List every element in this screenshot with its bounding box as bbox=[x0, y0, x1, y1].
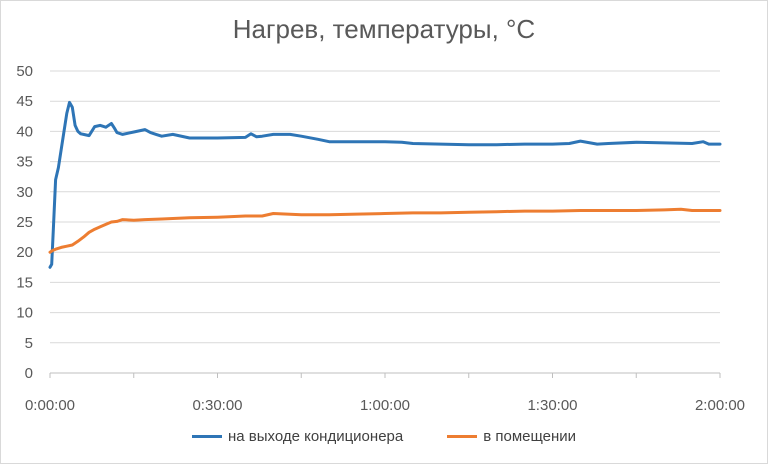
chart-legend: на выходе кондиционера в помещении bbox=[0, 428, 768, 445]
legend-swatch-series-2 bbox=[447, 435, 478, 438]
x-tick-label: 1:00:00 bbox=[360, 397, 410, 414]
y-tick-label: 20 bbox=[16, 244, 33, 261]
legend-item-series-2: в помещении bbox=[447, 428, 576, 445]
x-tick-label: 2:00:00 bbox=[695, 397, 745, 414]
y-tick-label: 15 bbox=[16, 274, 33, 291]
y-tick-label: 5 bbox=[25, 335, 33, 352]
legend-item-series-1: на выходе кондиционера bbox=[191, 428, 404, 445]
y-tick-label: 0 bbox=[25, 365, 33, 382]
y-tick-label: 50 bbox=[16, 63, 33, 80]
legend-label-series-2: в помещении bbox=[483, 428, 577, 445]
y-tick-label: 35 bbox=[16, 154, 33, 171]
y-tick-label: 40 bbox=[16, 123, 33, 140]
x-tick-label: 1:30:00 bbox=[527, 397, 577, 414]
chart-title: Нагрев, температуры, °С bbox=[232, 14, 536, 44]
y-tick-label: 30 bbox=[16, 184, 33, 201]
series-line-1 bbox=[48, 100, 722, 269]
series-line-2 bbox=[48, 207, 722, 254]
y-tick-label: 25 bbox=[16, 214, 33, 231]
y-tick-label: 10 bbox=[16, 305, 33, 322]
x-tick-label: 0:30:00 bbox=[192, 397, 242, 414]
legend-swatch-series-1 bbox=[191, 435, 222, 438]
y-tick-label: 45 bbox=[16, 93, 33, 110]
legend-label-series-1: на выходе кондиционера bbox=[227, 428, 404, 445]
x-tick-label: 0:00:00 bbox=[25, 397, 75, 414]
